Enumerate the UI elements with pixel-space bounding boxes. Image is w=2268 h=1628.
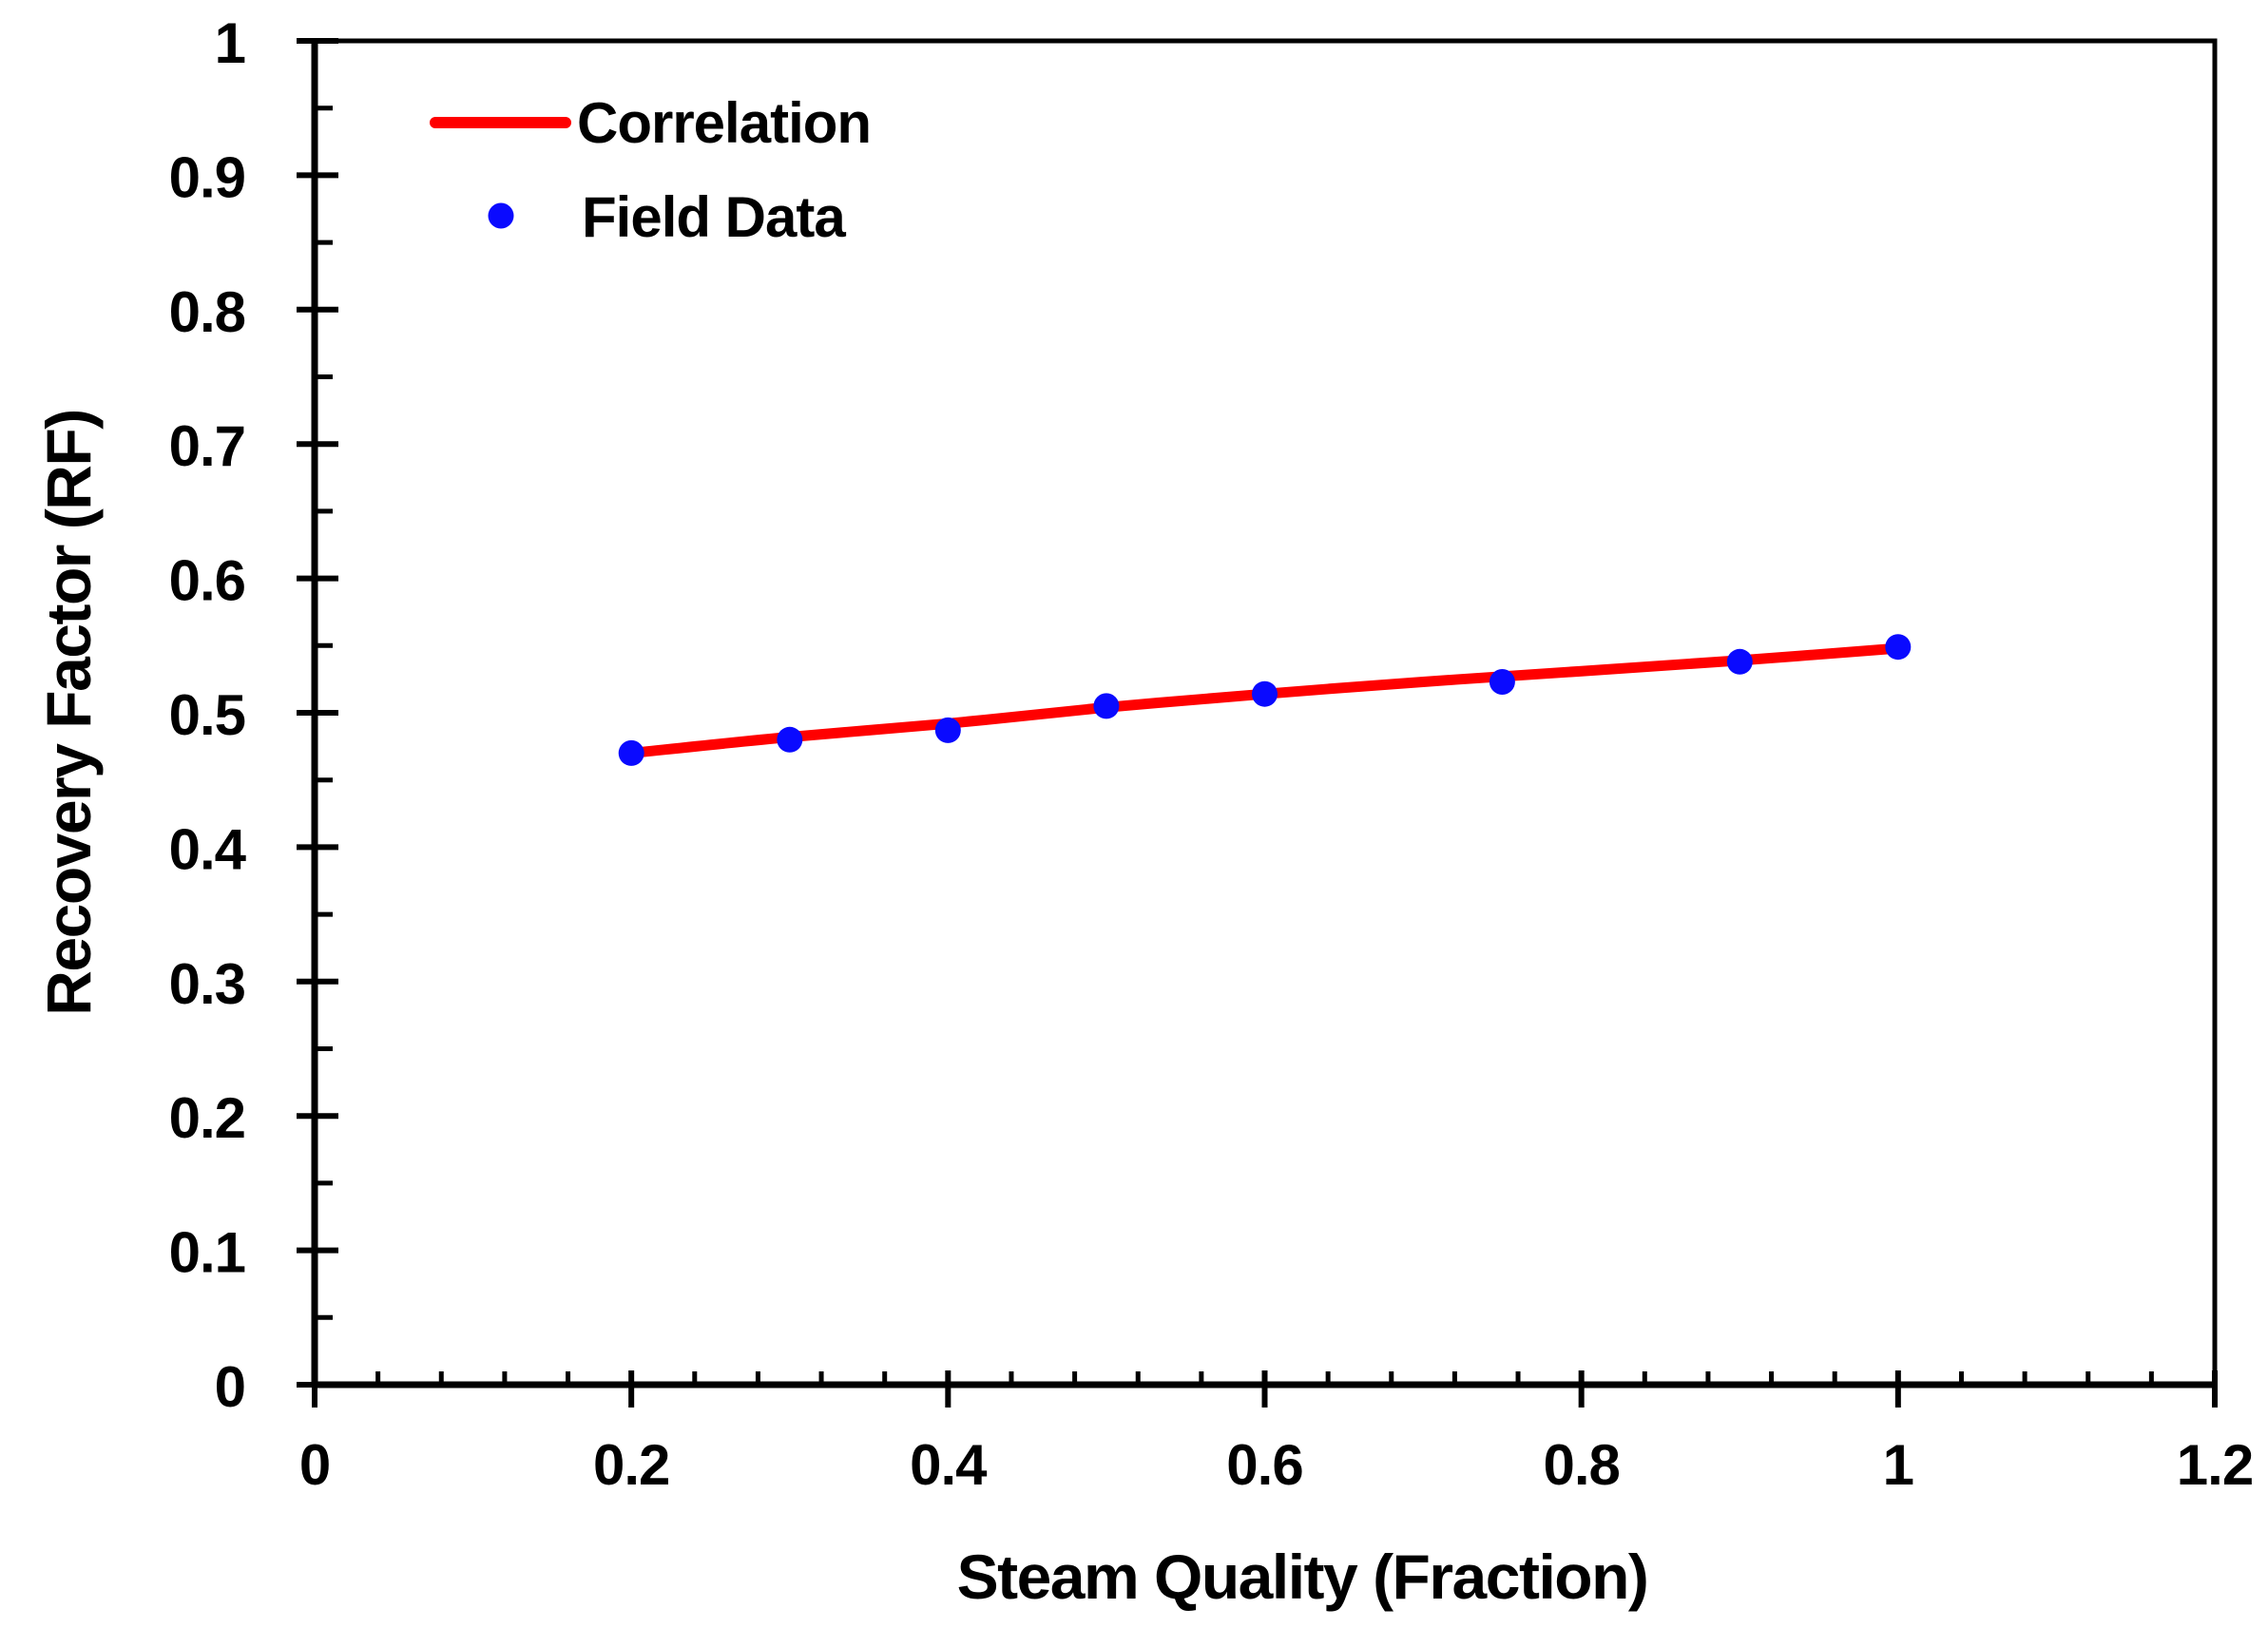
y-tick-label: 1 (215, 11, 245, 75)
field-data-point (1252, 680, 1278, 707)
y-tick-label: 0 (215, 1355, 245, 1419)
field-data-point (934, 717, 961, 743)
x-axis-tick-labels: 0 0.2 0.4 0.6 0.8 1 1.2 (299, 1433, 2254, 1497)
y-tick-label: 0.5 (169, 683, 245, 747)
x-tick-label: 0.4 (910, 1433, 988, 1497)
y-tick-label: 0.4 (169, 817, 247, 881)
y-axis-ticks (297, 38, 338, 1388)
x-tick-label: 1.2 (2177, 1433, 2253, 1497)
y-axis-tick-labels: 0 0.1 0.2 0.3 0.4 0.5 0.6 0.7 0.8 0.9 1 (169, 11, 248, 1419)
y-tick-label: 0.9 (169, 145, 245, 209)
legend-label-field-data: Field Data (582, 185, 846, 249)
y-tick-label: 0.7 (169, 414, 245, 478)
field-data-point (1885, 634, 1912, 661)
field-data-point (1726, 648, 1753, 675)
field-data-point (618, 739, 644, 766)
y-tick-label: 0.3 (169, 952, 245, 1016)
x-tick-label: 1 (1883, 1433, 1913, 1497)
x-tick-label: 0.2 (593, 1433, 669, 1497)
y-axis-title: Recovery Factor (RF) (33, 410, 104, 1016)
field-data-points (618, 634, 1912, 766)
legend-field-data-marker-sample (488, 202, 514, 229)
x-axis-ticks (312, 1370, 2218, 1408)
field-data-point (1489, 669, 1515, 695)
field-data-point (1093, 693, 1120, 719)
field-data-point (777, 726, 803, 753)
y-tick-label: 0.2 (169, 1086, 245, 1150)
y-tick-label: 0.1 (169, 1221, 245, 1285)
x-axis-title: Steam Quality (Fraction) (957, 1542, 1648, 1612)
x-tick-label: 0.8 (1543, 1433, 1619, 1497)
y-tick-label: 0.8 (169, 280, 245, 344)
legend-label-correlation: Correlation (577, 91, 871, 155)
legend: Correlation Field Data (430, 91, 872, 249)
x-tick-label: 0.6 (1226, 1433, 1302, 1497)
y-tick-label: 0.6 (169, 549, 245, 613)
x-tick-label: 0 (299, 1433, 330, 1497)
